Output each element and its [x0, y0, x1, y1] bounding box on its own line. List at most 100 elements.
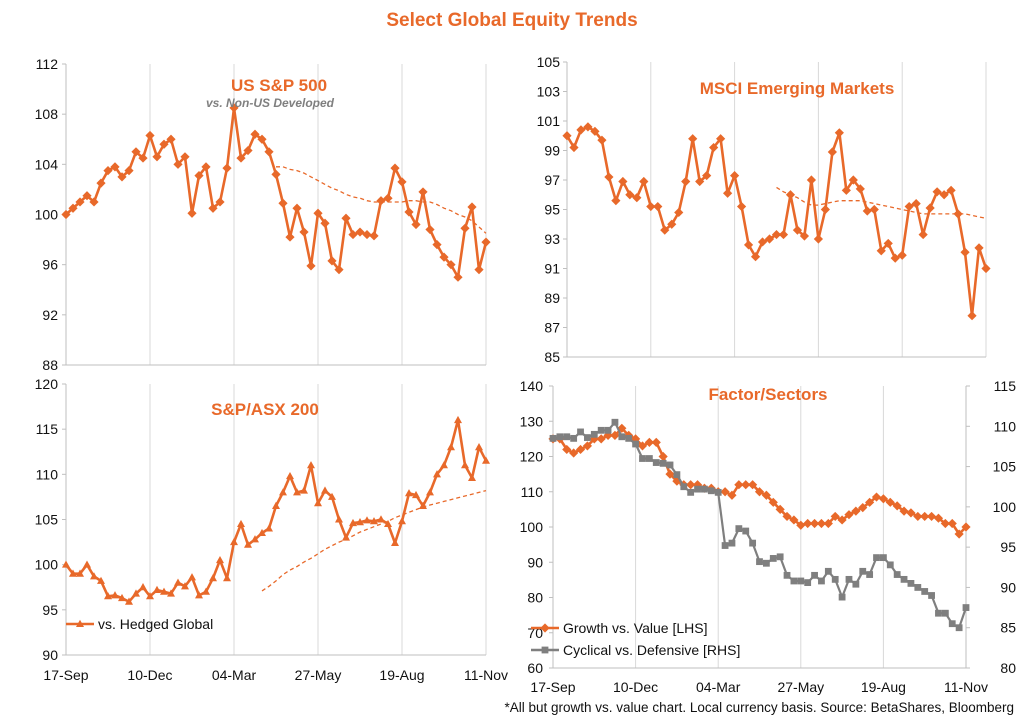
- data-point: [264, 147, 274, 157]
- y-tick-label: 90: [527, 554, 543, 570]
- data-point: [446, 260, 456, 270]
- data-point: [948, 620, 956, 628]
- data-point: [680, 483, 688, 491]
- data-point: [768, 497, 778, 507]
- data-point: [928, 592, 935, 599]
- data-point: [166, 134, 176, 144]
- data-point: [279, 488, 287, 496]
- data-point: [152, 152, 162, 162]
- data-point: [862, 206, 872, 216]
- legend-label: Growth vs. Value [LHS]: [563, 620, 707, 636]
- data-point: [167, 589, 175, 597]
- data-point: [195, 591, 203, 599]
- data-point: [639, 455, 646, 462]
- data-point: [258, 528, 266, 537]
- data-point: [272, 501, 280, 509]
- y-tick-label: 140: [520, 378, 544, 394]
- data-point: [603, 430, 613, 440]
- data-point: [618, 433, 626, 441]
- data-point: [412, 490, 420, 499]
- data-point: [734, 480, 744, 490]
- data-point: [981, 263, 991, 274]
- data-point: [960, 247, 970, 257]
- data-point: [467, 202, 477, 212]
- data-point: [673, 471, 681, 479]
- data-point: [299, 227, 309, 237]
- data-point: [618, 176, 628, 187]
- data-point: [820, 204, 830, 215]
- data-point: [62, 560, 70, 568]
- data-point: [293, 488, 301, 496]
- data-point: [823, 518, 833, 529]
- legend-marker: [76, 619, 84, 627]
- data-point: [405, 489, 413, 497]
- data-point: [851, 506, 861, 516]
- data-point: [355, 227, 365, 237]
- data-point: [933, 513, 944, 523]
- y-tick-label: 92: [42, 307, 58, 323]
- x-tick-label: 19-Aug: [861, 679, 906, 695]
- data-point: [597, 135, 607, 145]
- data-point: [604, 172, 614, 182]
- data-point: [799, 231, 810, 241]
- data-point: [749, 539, 757, 547]
- legend: Growth vs. Value [LHS] Cyclical vs. Defen…: [531, 620, 740, 658]
- data-point: [639, 176, 649, 187]
- series-main: [62, 415, 490, 605]
- data-point: [865, 497, 875, 507]
- data-point: [590, 430, 598, 438]
- data-point: [216, 555, 224, 564]
- data-point: [96, 178, 106, 188]
- data-point: [859, 567, 867, 575]
- data-point: [265, 524, 273, 532]
- y-tick-label: 60: [527, 660, 543, 676]
- data-point: [883, 238, 893, 249]
- trend-line: [261, 489, 487, 592]
- data-point: [188, 573, 196, 581]
- data-point: [741, 480, 751, 490]
- data-point: [426, 488, 434, 496]
- data-point: [750, 252, 761, 262]
- x-tick-label: 27-May: [777, 679, 824, 695]
- data-point: [251, 535, 259, 543]
- data-point: [848, 175, 858, 185]
- data-point: [778, 229, 789, 240]
- data-point: [300, 486, 308, 494]
- data-point: [390, 163, 400, 173]
- data-point: [454, 415, 462, 424]
- legend-label: Cyclical vs. Defensive [RHS]: [563, 642, 740, 658]
- y-tick-label: 88: [42, 357, 58, 373]
- data-point: [900, 575, 908, 583]
- data-point: [569, 448, 579, 458]
- data-point: [194, 171, 204, 181]
- data-point: [285, 232, 295, 242]
- data-point: [688, 134, 698, 144]
- x-tick-label: 19-Aug: [379, 667, 424, 683]
- data-point: [906, 508, 916, 518]
- data-point: [475, 443, 483, 451]
- data-point: [632, 193, 642, 203]
- data-point: [391, 538, 399, 546]
- data-point: [89, 197, 99, 207]
- data-point: [666, 461, 674, 469]
- data-point: [743, 240, 754, 250]
- y-tick-label: 99: [544, 143, 560, 159]
- data-point: [651, 437, 661, 447]
- data-point: [702, 170, 712, 181]
- data-point: [824, 567, 832, 575]
- data-point: [757, 237, 768, 247]
- data-point: [468, 473, 476, 481]
- data-point: [871, 492, 882, 502]
- data-point: [432, 240, 442, 250]
- data-point: [356, 518, 364, 526]
- x-tick-label: 04-Mar: [212, 667, 257, 683]
- data-point: [570, 434, 578, 442]
- data-point: [146, 592, 154, 600]
- footnote: *All but growth vs. value chart. Local c…: [505, 700, 1015, 715]
- data-point: [124, 166, 134, 176]
- series-main: [562, 122, 991, 321]
- data-point: [804, 579, 812, 586]
- page-title: Select Global Equity Trends: [386, 10, 637, 31]
- data-point: [159, 139, 169, 149]
